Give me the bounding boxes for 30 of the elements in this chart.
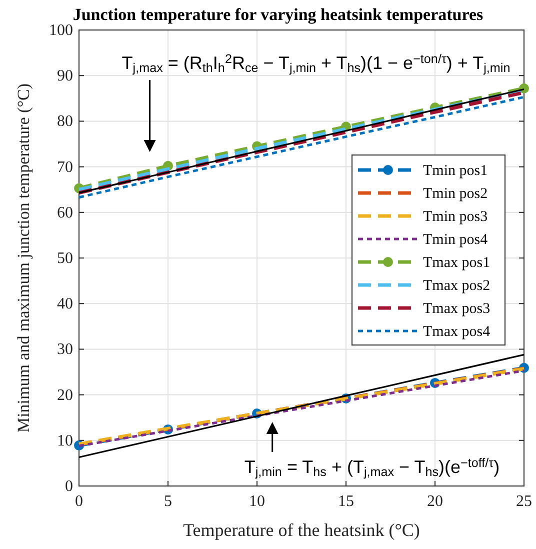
legend-label: Tmax pos3	[423, 301, 490, 317]
legend-label: Tmax pos1	[423, 255, 490, 271]
y-tick-label: 100	[49, 22, 73, 39]
y-tick-label: 90	[57, 68, 73, 85]
chart-title: Junction temperature for varying heatsink temperatures	[72, 5, 484, 24]
x-tick-label: 10	[249, 493, 265, 510]
y-tick-label: 20	[57, 386, 73, 404]
legend-label: Tmax pos4	[423, 324, 491, 340]
y-tick-label: 60	[57, 204, 73, 222]
y-tick-label: 0	[65, 478, 73, 495]
legend-label: Tmax pos2	[423, 278, 490, 294]
x-tick-label: 20	[427, 493, 443, 510]
legend-label: Tmin pos2	[423, 186, 488, 202]
y-axis-title: Minimum and maximum junction temperature (°C)	[14, 83, 33, 433]
text: T$_{j,min}$ = T$_{hs}$ + (T$_{j,max}$ − T$_{hs}$)(e$^{−toff/τ}$)	[244, 456, 500, 480]
legend-label: Tmin pos3	[423, 209, 488, 225]
line-series	[78, 354, 525, 458]
legend-label: Tmin pos1	[423, 163, 488, 179]
x-tick-label: 5	[164, 493, 172, 510]
y-tick-label: 30	[57, 341, 73, 358]
x-tick-label: 25	[516, 493, 532, 510]
text: T$_{j,max}$ = (R$_{th}$I$_{h}$$^{2}$R$_{ce}$ − T$_{j,min}$ + T$_{hs}$)(1 − e$^{−ton/τ}$) + T$_{j,min}$	[122, 52, 510, 76]
x-axis-title: Temperature of the heatsink (°C)	[183, 520, 420, 540]
legend-label: Tmin pos4	[423, 232, 488, 248]
y-tick-label: 80	[57, 113, 73, 130]
y-tick-label: 40	[57, 296, 73, 313]
x-tick-label: 15	[338, 493, 354, 510]
y-tick-label: 50	[57, 250, 73, 267]
y-tick-label: 10	[57, 432, 73, 450]
y-tick-label: 70	[57, 158, 73, 176]
